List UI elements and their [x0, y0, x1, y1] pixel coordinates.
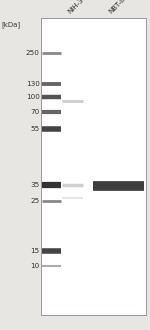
- Text: NBT-II: NBT-II: [108, 0, 126, 15]
- Text: 15: 15: [30, 248, 40, 254]
- Bar: [41, 18, 146, 315]
- Text: 250: 250: [26, 50, 40, 56]
- Text: [kDa]: [kDa]: [2, 21, 21, 28]
- Text: 25: 25: [30, 198, 40, 204]
- Text: 70: 70: [30, 109, 40, 115]
- Text: 55: 55: [30, 126, 40, 132]
- Text: 130: 130: [26, 81, 40, 87]
- Text: 100: 100: [26, 94, 40, 100]
- Text: NIH-3T3: NIH-3T3: [67, 0, 91, 15]
- Text: 10: 10: [30, 263, 40, 269]
- Text: 35: 35: [30, 182, 40, 188]
